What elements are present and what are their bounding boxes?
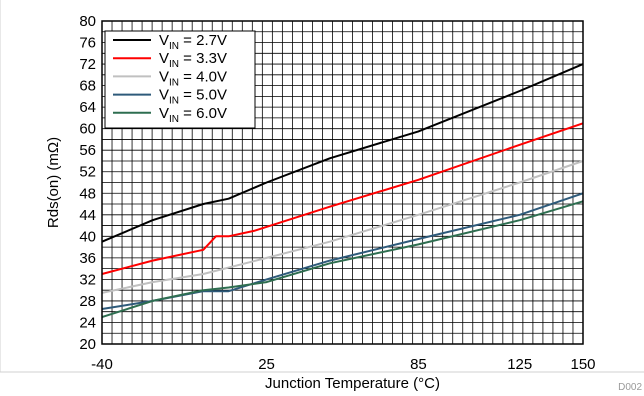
x-tick-labels: -40 25 85 125 150 xyxy=(91,356,595,373)
y-tick-label: 24 xyxy=(79,314,96,331)
y-tick-label: 40 xyxy=(79,228,96,245)
x-tick-label: 150 xyxy=(570,356,595,373)
y-tick-label: 60 xyxy=(79,121,96,138)
y-tick-label: 72 xyxy=(79,56,96,73)
x-tick-label: 25 xyxy=(258,356,275,373)
y-tick-label: 44 xyxy=(79,207,96,224)
legend-label: VIN = 3.3V xyxy=(159,50,227,70)
y-tick-label: 20 xyxy=(79,336,96,353)
y-tick-label: 64 xyxy=(79,99,96,116)
x-axis-title: Junction Temperature (°C) xyxy=(265,375,440,392)
y-tick-label: 28 xyxy=(79,293,96,310)
plot-border xyxy=(101,20,584,345)
figure-id: D002 xyxy=(618,382,642,393)
y-tick-labels: 20 24 28 32 36 40 44 48 52 56 60 64 68 72 76 80 xyxy=(79,13,96,353)
y-tick-label: 52 xyxy=(79,164,96,181)
series-lines xyxy=(101,63,584,319)
y-tick-label: 32 xyxy=(79,271,96,288)
y-tick-label: 48 xyxy=(79,185,96,202)
series-line-2 xyxy=(101,122,584,275)
y-tick-label: 76 xyxy=(79,35,96,52)
y-tick-label: 80 xyxy=(79,13,96,30)
legend-label: VIN = 2.7V xyxy=(159,32,227,52)
legend-label: VIN = 6.0V xyxy=(159,105,227,125)
y-axis-title: Rds(on) (mΩ) xyxy=(45,137,62,228)
legend-label: VIN = 4.0V xyxy=(159,68,227,88)
series-line-5 xyxy=(101,200,584,319)
x-tick-label: 125 xyxy=(507,356,532,373)
series-line-3 xyxy=(101,160,584,294)
y-tick-label: 68 xyxy=(79,78,96,95)
x-tick-label: 85 xyxy=(410,356,427,373)
x-tick-label: -40 xyxy=(91,356,113,373)
y-tick-label: 56 xyxy=(79,142,96,159)
chart-frame xyxy=(0,0,644,373)
y-tick-label: 36 xyxy=(79,250,96,267)
legend-label: VIN = 5.0V xyxy=(159,87,227,107)
series-line-1 xyxy=(101,63,584,243)
